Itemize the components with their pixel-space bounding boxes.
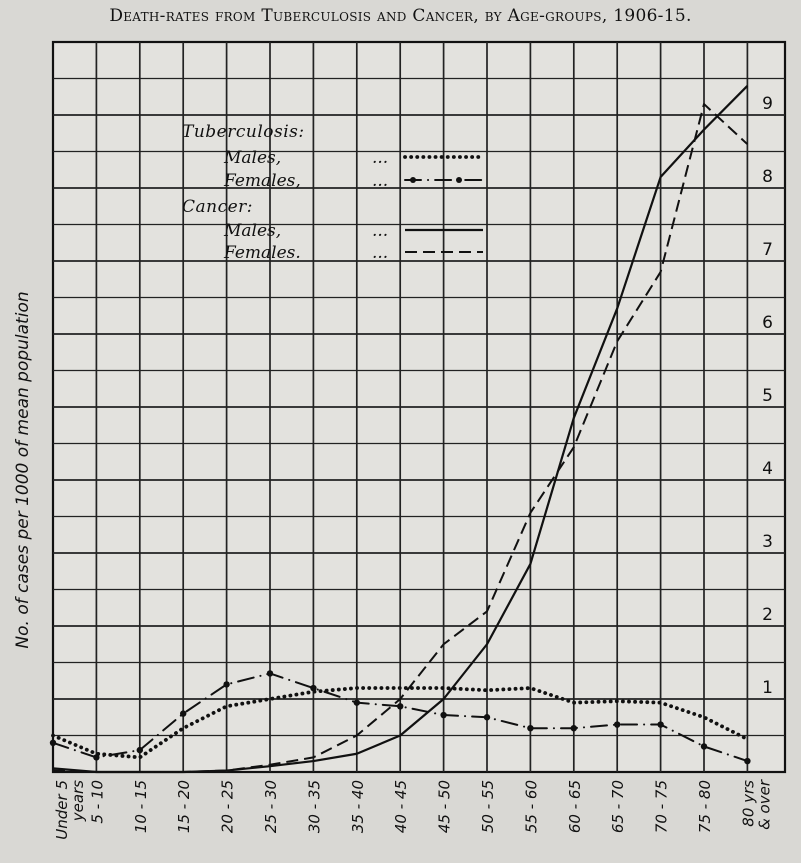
y-tick-label: 3 bbox=[762, 532, 773, 552]
series-point bbox=[353, 699, 360, 706]
series-point bbox=[397, 703, 404, 710]
x-tick-label: 30 - 35 bbox=[305, 780, 323, 833]
series-point bbox=[440, 711, 447, 719]
series-point bbox=[266, 670, 274, 677]
x-tick-line: 75 - 80 bbox=[696, 780, 714, 833]
x-tick-label: 20 - 25 bbox=[219, 780, 237, 833]
legend-entry-label: Females. bbox=[223, 243, 301, 263]
x-tick-label: 5 - 10 bbox=[88, 780, 106, 824]
y-tick-label: 8 bbox=[762, 167, 773, 187]
series-point bbox=[483, 714, 491, 721]
y-tick-label: 1 bbox=[762, 678, 773, 698]
x-tick-label: 15 - 20 bbox=[175, 780, 193, 833]
x-tick-line: 15 - 20 bbox=[175, 780, 193, 833]
x-tick-label: 25 - 30 bbox=[262, 780, 280, 833]
x-tick-line: 50 - 55 bbox=[479, 780, 497, 833]
legend-heading: Cancer: bbox=[182, 197, 253, 217]
x-tick-line: 35 - 40 bbox=[349, 780, 367, 833]
series-point bbox=[657, 721, 664, 728]
legend-dots: ... bbox=[372, 148, 388, 168]
legend-entry-label: Males, bbox=[223, 148, 281, 168]
x-tick-line: 40 - 45 bbox=[392, 780, 410, 833]
series-point bbox=[614, 721, 621, 728]
legend-dots: ... bbox=[372, 243, 388, 263]
x-tick-label: 55 - 60 bbox=[522, 780, 540, 833]
series-point bbox=[527, 725, 534, 732]
series-line-tuberculosis-1 bbox=[52, 672, 749, 763]
legend-entry-label: Females, bbox=[223, 171, 301, 191]
series-point bbox=[744, 757, 751, 765]
y-tick-label: 9 bbox=[762, 94, 773, 114]
series-line-cancer-3 bbox=[52, 103, 749, 773]
x-tick-label: 45 - 50 bbox=[436, 780, 454, 833]
x-tick-line: 30 - 35 bbox=[305, 780, 323, 833]
legend: Tuberculosis: Males, ... Females, ... Cancer:… bbox=[182, 122, 485, 263]
series-point bbox=[223, 681, 230, 688]
series-point bbox=[136, 746, 143, 754]
x-tick-label: 60 - 65 bbox=[566, 780, 584, 833]
series-point bbox=[93, 754, 100, 761]
series-point bbox=[310, 684, 317, 692]
x-tick-line: 25 - 30 bbox=[262, 780, 280, 833]
x-tick-line: 55 - 60 bbox=[522, 780, 540, 833]
legend-swatch-dot bbox=[410, 177, 416, 183]
x-tick-label: 10 - 15 bbox=[132, 780, 150, 833]
series-line-tuberculosis-0 bbox=[51, 686, 750, 760]
x-tick-label: 50 - 55 bbox=[479, 780, 497, 833]
x-tick-line: Under 5 bbox=[53, 780, 71, 840]
legend-dots: ... bbox=[372, 171, 388, 191]
series-point bbox=[700, 743, 708, 750]
x-tick-line: 60 - 65 bbox=[566, 780, 584, 833]
x-tick-label: 40 - 45 bbox=[392, 780, 410, 833]
x-tick-line: years bbox=[69, 780, 87, 822]
x-tick-label: 80 yrs& over bbox=[739, 779, 773, 830]
x-tick-label: 35 - 40 bbox=[349, 780, 367, 833]
series-group bbox=[49, 85, 751, 774]
series-point bbox=[180, 710, 187, 717]
x-tick-line: 45 - 50 bbox=[436, 780, 454, 833]
series-point bbox=[570, 725, 577, 732]
y-tick-label: 7 bbox=[762, 240, 773, 260]
y-tick-label: 2 bbox=[762, 605, 773, 625]
y-tick-label: 6 bbox=[762, 313, 773, 333]
chart-title: Death-rates from Tuberculosis and Cancer… bbox=[109, 6, 692, 26]
grid bbox=[51, 40, 787, 774]
legend-heading: Tuberculosis: bbox=[182, 122, 305, 142]
x-tick-line: 20 - 25 bbox=[219, 780, 237, 833]
series-point bbox=[49, 739, 57, 746]
legend-swatch-dot bbox=[456, 177, 462, 183]
x-tick-line: 10 - 15 bbox=[132, 780, 150, 833]
x-tick-line: 65 - 70 bbox=[609, 780, 627, 833]
y-ticks: 1 2 3 4 5 6 7 8 9 bbox=[762, 94, 773, 698]
x-tick-line: 70 - 75 bbox=[653, 780, 671, 833]
x-tick-label: 75 - 80 bbox=[696, 780, 714, 833]
legend-dots: ... bbox=[372, 221, 388, 241]
y-tick-label: 4 bbox=[762, 459, 773, 479]
legend-entry-label: Males, bbox=[223, 221, 281, 241]
y-tick-label: 5 bbox=[762, 386, 773, 406]
y-axis-label: No. of cases per 1000 of mean population bbox=[13, 291, 33, 648]
x-tick-label: 70 - 75 bbox=[653, 780, 671, 833]
x-tick-label: 65 - 70 bbox=[609, 780, 627, 833]
x-tick-line: & over bbox=[755, 779, 773, 830]
x-tick-line: 5 - 10 bbox=[88, 780, 106, 824]
x-tick-line: 80 yrs bbox=[739, 780, 757, 827]
